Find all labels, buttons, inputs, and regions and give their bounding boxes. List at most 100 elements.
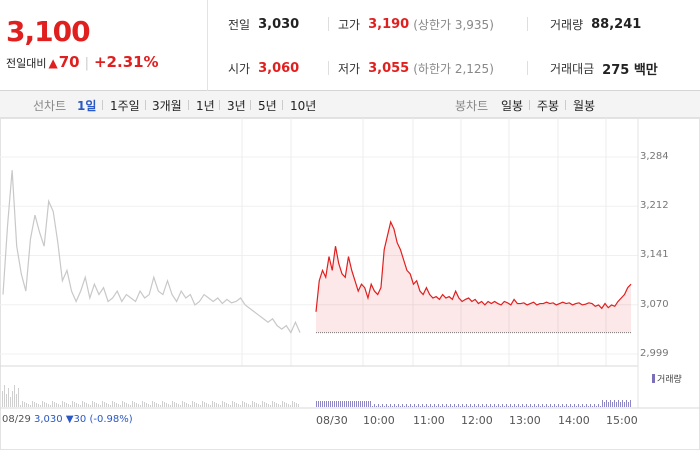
stat-value: 275 백만 <box>602 62 658 78</box>
volume-bar <box>256 403 257 407</box>
volume-bar <box>374 404 375 407</box>
volume-bar <box>238 404 239 407</box>
volume-bar <box>276 403 277 407</box>
volume-bar <box>448 406 449 407</box>
tab-daily-candle[interactable]: 일봉 <box>501 99 524 113</box>
volume-bar <box>500 406 501 407</box>
current-session-line <box>315 220 632 312</box>
volume-bar <box>328 401 329 407</box>
volume-bar <box>30 405 31 407</box>
tab-3y[interactable]: 3년 <box>227 99 246 113</box>
stat-label: 고가 <box>338 17 361 32</box>
volume-bar <box>296 403 297 407</box>
volume-bar <box>494 404 495 407</box>
volume-bar <box>564 406 565 407</box>
volume-bar <box>620 402 621 407</box>
volume-bar <box>340 401 341 407</box>
volume-bar <box>24 402 25 407</box>
volume-bar <box>68 404 69 407</box>
volume-bar <box>146 403 147 407</box>
volume-bar <box>288 404 289 407</box>
volume-bar <box>112 401 113 407</box>
volume-bar <box>10 397 11 407</box>
volume-bar <box>324 401 325 407</box>
volume-bar <box>360 401 361 407</box>
stat-label: 전일 <box>228 17 251 32</box>
volume-bar <box>266 403 267 407</box>
volume-bar <box>350 401 351 407</box>
volume-bar <box>34 402 35 407</box>
change-label: 전일대비 <box>6 57 47 70</box>
volume-bar <box>552 406 553 407</box>
volume-bar <box>550 404 551 407</box>
volume-bar <box>386 404 387 407</box>
volume-bar <box>626 400 627 407</box>
volume-bar <box>364 401 365 407</box>
prev-day-info: 08/29 3,030 ▼30 (-0.98%) <box>2 414 133 425</box>
volume-bar <box>614 400 615 407</box>
tab-1y[interactable]: 1년 <box>196 99 215 113</box>
volume-bar <box>338 401 339 407</box>
volume-bar <box>320 401 321 407</box>
volume-bar <box>224 402 225 407</box>
volume-bar <box>212 401 213 407</box>
volume-bar <box>50 405 51 407</box>
volume-bar <box>232 401 233 407</box>
tab-5y[interactable]: 5년 <box>258 99 277 113</box>
y-tick-label: 2,999 <box>640 348 669 359</box>
volume-bar <box>592 406 593 407</box>
volume-bar <box>354 401 355 407</box>
volume-bar <box>188 404 189 407</box>
volume-bar <box>210 405 211 407</box>
volume-bar <box>486 404 487 407</box>
volume-bar <box>130 405 131 407</box>
prev-day-date: 08/29 <box>2 414 31 425</box>
volume-bar <box>64 402 65 407</box>
volume-bar <box>422 404 423 407</box>
volume-bar <box>290 405 291 407</box>
volume-bar <box>20 405 21 407</box>
tab-weekly-candle[interactable]: 주봉 <box>537 99 560 113</box>
volume-bar <box>190 405 191 407</box>
tab-1w[interactable]: 1주일 <box>110 99 140 113</box>
volume-bar <box>136 403 137 407</box>
volume-bar <box>160 405 161 407</box>
volume-bar <box>488 406 489 407</box>
tab-3m[interactable]: 3개월 <box>152 99 182 113</box>
volume-bar <box>428 406 429 407</box>
volume-bar <box>504 406 505 407</box>
volume-bar <box>282 401 283 407</box>
volume-bar <box>102 401 103 407</box>
volume-bar <box>438 404 439 407</box>
chart-period-tabs: 선차트 1일 1주일 3개월 1년 3년 5년 10년 봉차트 일봉 주봉 월봉 <box>0 91 700 118</box>
price-chart[interactable]: 3,284 3,212 3,141 3,070 2,999 거래량 08/29 … <box>0 118 700 450</box>
stat-high: 고가 3,190 (상한가 3,935) <box>338 14 494 34</box>
volume-bar <box>164 402 165 407</box>
volume-bar <box>578 404 579 407</box>
volume-bar <box>86 403 87 407</box>
tab-monthly-candle[interactable]: 월봉 <box>573 99 596 113</box>
volume-bar <box>326 401 327 407</box>
volume-bar <box>628 402 629 407</box>
volume-bar <box>624 402 625 407</box>
prev-day-change: 30 <box>73 414 87 425</box>
volume-bar <box>330 401 331 407</box>
volume-bar <box>48 404 49 407</box>
stat-low: 저가 3,055 (하한가 2,125) <box>338 58 494 78</box>
volume-bar <box>482 404 483 407</box>
y-tick-label: 3,212 <box>640 200 669 211</box>
volume-bar <box>608 402 609 407</box>
tab-1d[interactable]: 1일 <box>77 99 97 113</box>
volume-bar <box>294 402 295 407</box>
volume-bar <box>216 403 217 407</box>
volume-bar <box>156 403 157 407</box>
volume-bar <box>362 401 363 407</box>
volume-bar <box>6 394 7 407</box>
stat-label: 거래량 <box>550 17 584 32</box>
tab-10y[interactable]: 10년 <box>290 99 317 113</box>
change-percent: +2.31% <box>93 53 159 71</box>
volume-bar <box>544 406 545 407</box>
volume-bar <box>180 405 181 407</box>
volume-bar <box>596 406 597 407</box>
volume-bar <box>342 401 343 407</box>
